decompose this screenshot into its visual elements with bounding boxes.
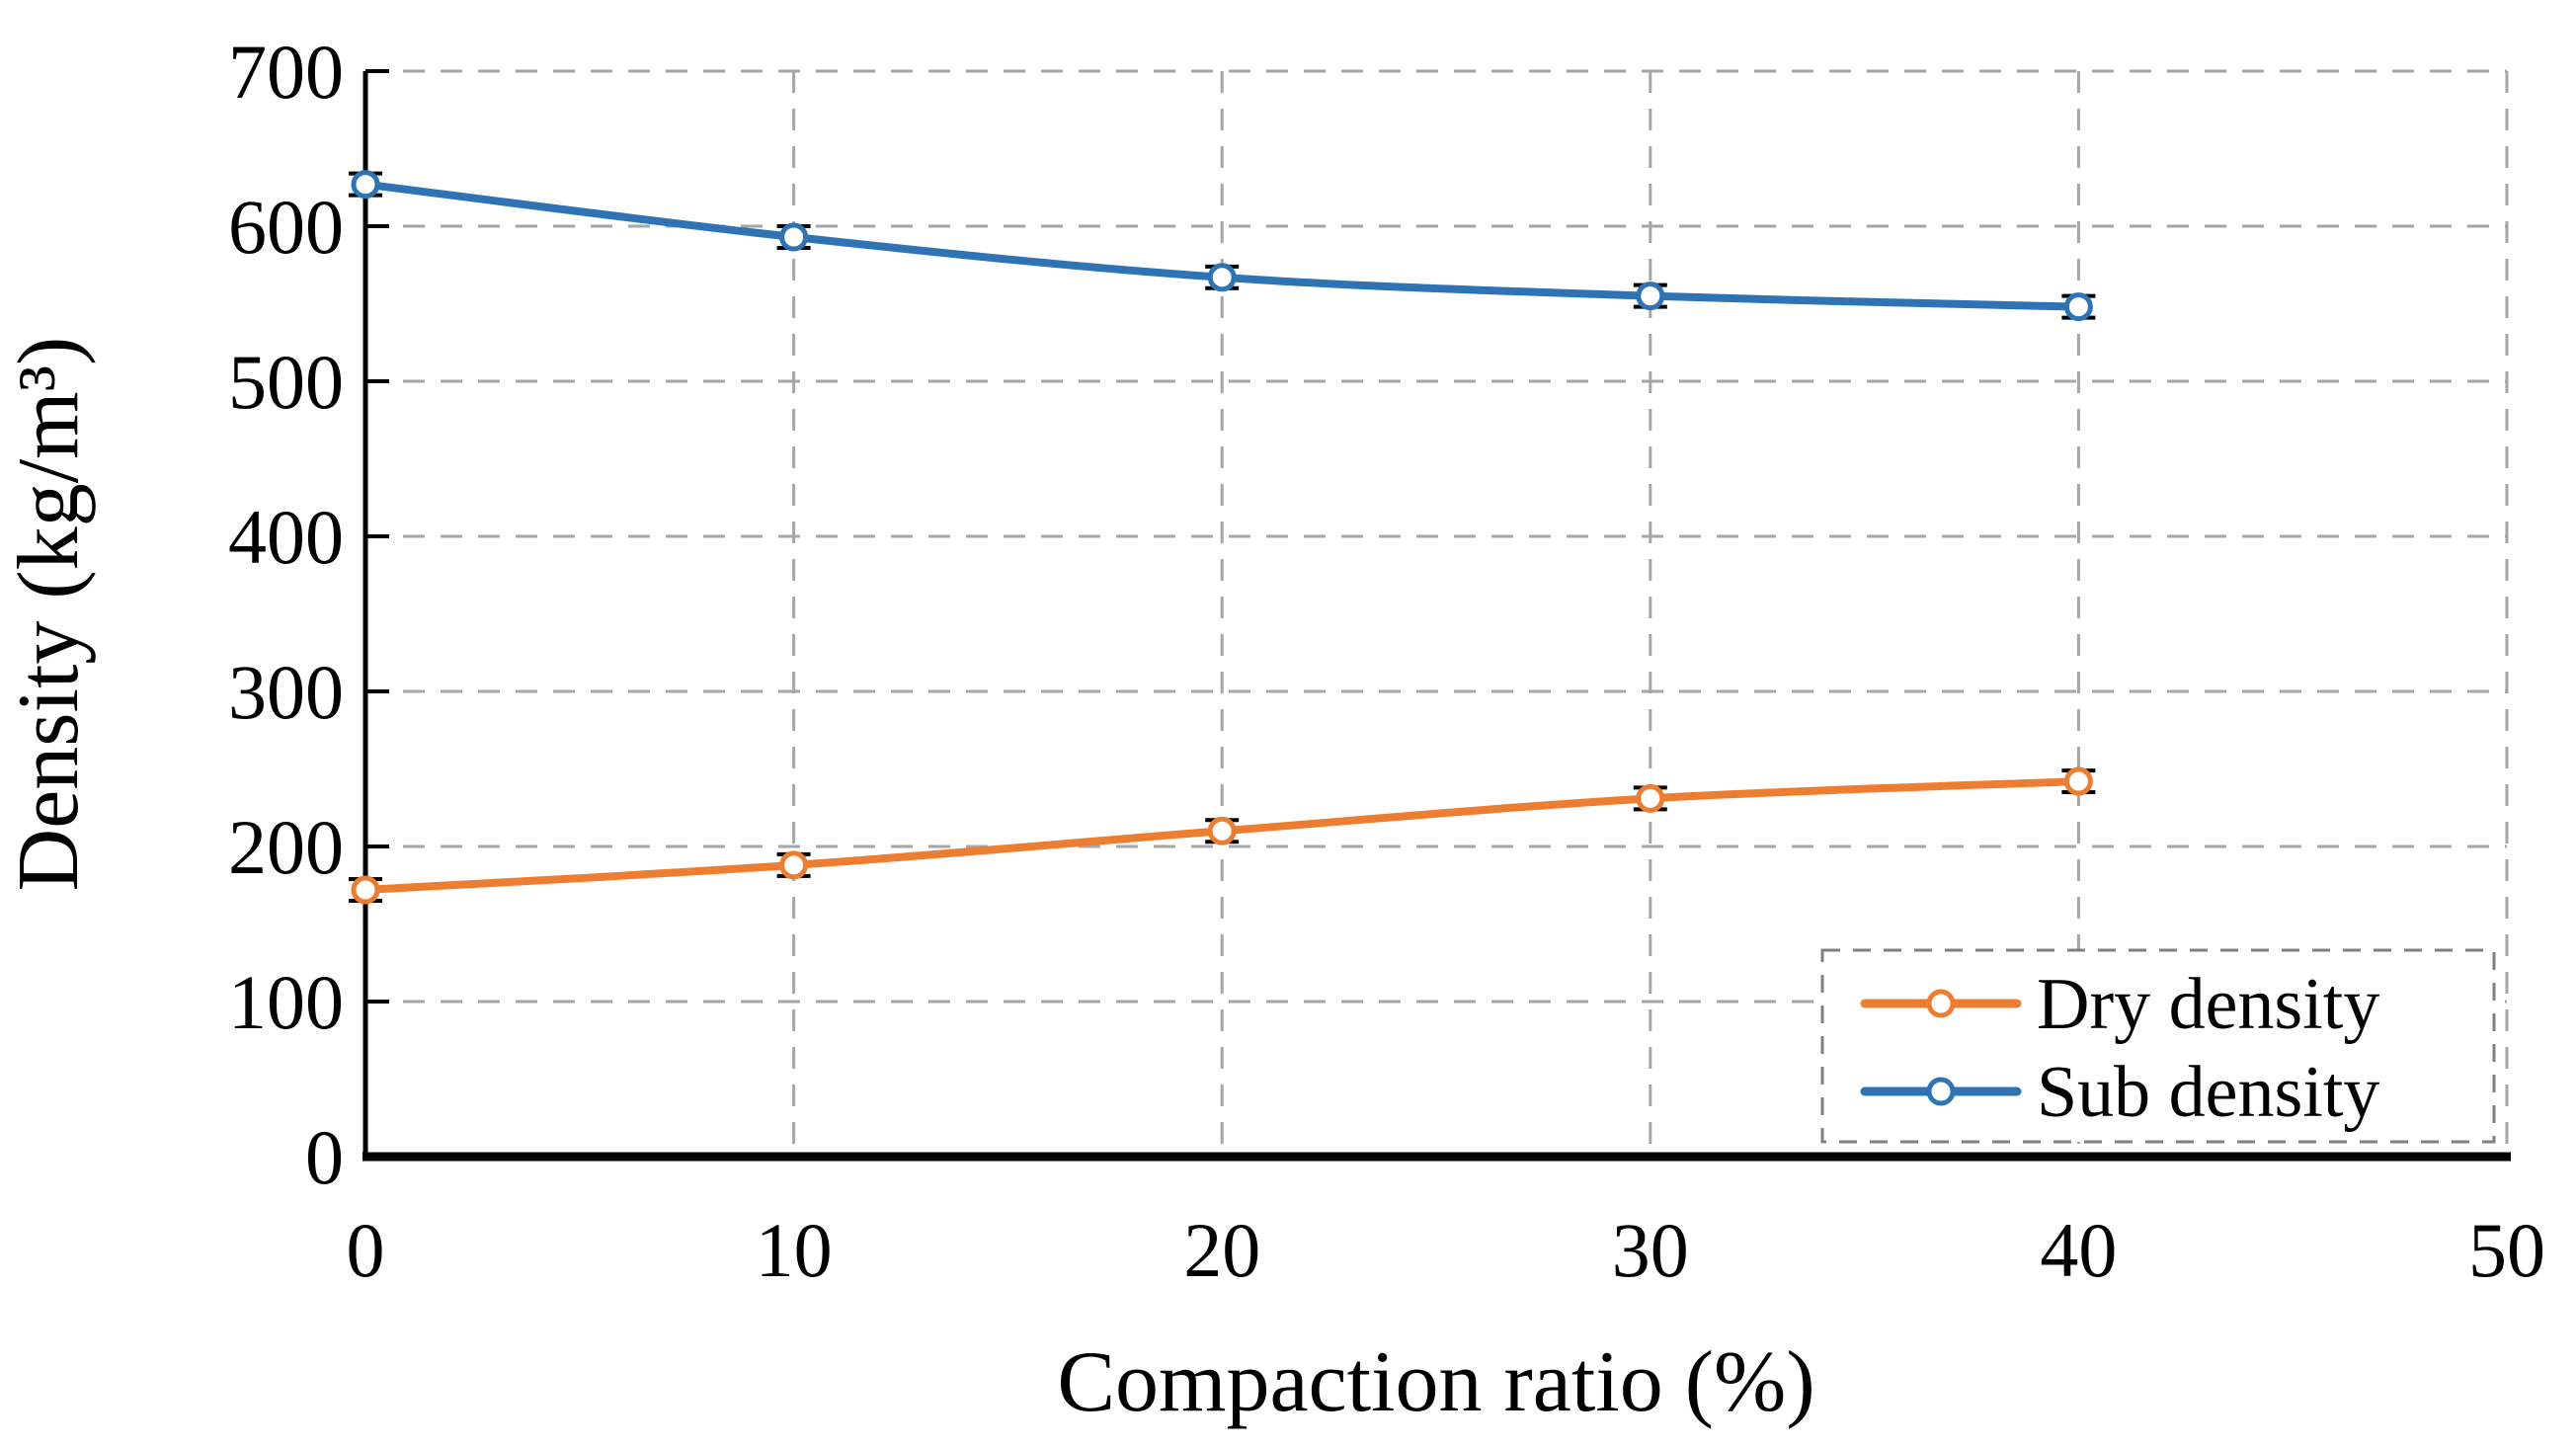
data-point-marker — [351, 875, 380, 905]
x-axis-title: Compaction ratio (%) — [1057, 1334, 1814, 1430]
data-point-marker — [2063, 766, 2093, 796]
legend-box — [1820, 948, 2496, 1144]
x-tick-label: 10 — [756, 1207, 833, 1293]
y-tick-label: 600 — [228, 184, 344, 270]
y-tick-label: 200 — [228, 804, 344, 890]
y-tick-label: 300 — [228, 649, 344, 735]
y-tick-label: 700 — [228, 29, 344, 115]
data-point-marker — [779, 222, 809, 252]
legend-sample-marker — [1926, 989, 1956, 1018]
x-tick-label: 40 — [2040, 1207, 2117, 1293]
y-tick-label: 400 — [228, 494, 344, 580]
data-point-marker — [1636, 783, 1665, 813]
data-point-marker — [2063, 292, 2093, 322]
x-tick-label: 0 — [347, 1207, 385, 1293]
legend-label: Dry density — [2037, 964, 2379, 1045]
x-tick-label: 50 — [2468, 1207, 2545, 1293]
series-dry-density — [349, 766, 2096, 905]
series-sub-density — [349, 170, 2096, 322]
y-axis-title: Density (kg/m³) — [1, 337, 97, 892]
data-point-marker — [1207, 263, 1237, 292]
y-tick-label: 500 — [228, 339, 344, 425]
data-point-marker — [1636, 282, 1665, 311]
data-point-marker — [351, 170, 380, 200]
data-point-marker — [1207, 816, 1237, 845]
data-point-marker — [779, 850, 809, 880]
x-tick-label: 30 — [1612, 1207, 1689, 1293]
legend-sample-marker — [1926, 1077, 1956, 1106]
y-tick-label: 0 — [305, 1114, 344, 1200]
y-tick-label: 100 — [228, 959, 344, 1045]
x-tick-label: 20 — [1183, 1207, 1260, 1293]
legend-label: Sub density — [2037, 1052, 2379, 1133]
